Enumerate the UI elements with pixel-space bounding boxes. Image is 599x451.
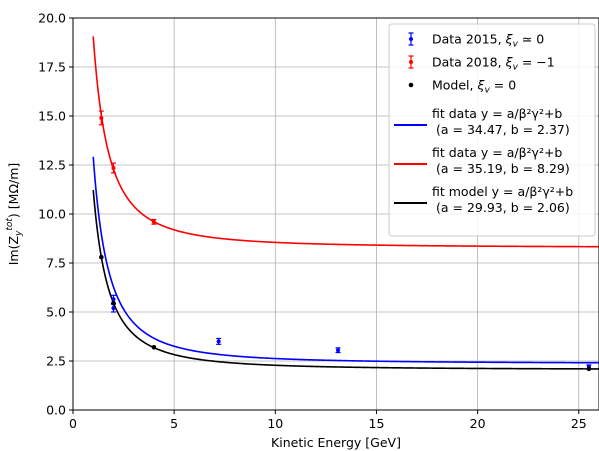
y-tick-label: 17.5 (38, 60, 66, 75)
legend-fit-params-2: (a = 29.93, b = 2.06) (436, 200, 570, 215)
model-point (151, 344, 157, 350)
data-point-0 (111, 297, 116, 302)
legend: Data 2015, ξv ≃ 0 Data 2018, ξv = −1 Model… (388, 23, 596, 237)
legend-marker (409, 60, 413, 64)
data-points (98, 110, 592, 372)
x-tick-label: 15 (369, 416, 385, 431)
fit-curve-0 (92, 156, 599, 364)
y-tick-label: 15.0 (38, 109, 66, 124)
fit-curve-1 (92, 36, 599, 248)
y-tick-label: 20.0 (38, 11, 66, 26)
axis-ticks: 0 5 10 15 20 25 0.0 2.5 5.0 7.5 10.0 12.5 15.0 17.5 20… (38, 11, 587, 432)
y-tick-label: 0.0 (46, 403, 66, 418)
data-point-0 (216, 339, 221, 344)
data-point-0 (111, 306, 116, 311)
legend-fit-params-1: (a = 35.19, b = 8.29) (436, 161, 570, 176)
data-point-1 (111, 165, 116, 170)
legend-marker (409, 37, 413, 41)
legend-fit-label-0: fit data y = a/β²γ²+b (432, 106, 562, 121)
legend-label-1: Data 2018, ξv = −1 (432, 55, 555, 73)
legend-fit-label-2: fit model y = a/β²γ²+b (432, 184, 573, 199)
y-axis-label: Im(Zytot) [MΩ/m] (5, 163, 24, 266)
data-point-1 (99, 115, 104, 120)
x-axis-label: Kinetic Energy [GeV] (271, 435, 401, 450)
model-point (586, 366, 592, 372)
y-tick-label: 12.5 (38, 158, 66, 173)
legend-label-0: Data 2015, ξv ≃ 0 (432, 32, 544, 50)
x-tick-label: 10 (267, 416, 283, 431)
data-point-1 (151, 219, 156, 224)
fit-curve-2 (92, 190, 599, 370)
legend-fit-label-1: fit data y = a/β²γ²+b (432, 145, 562, 160)
model-point (111, 300, 116, 306)
data-point-0 (336, 348, 341, 353)
legend-marker (408, 82, 414, 88)
x-tick-label: 20 (470, 416, 486, 431)
x-tick-label: 5 (170, 416, 178, 431)
y-tick-label: 10.0 (38, 207, 66, 222)
legend-fit-params-0: (a = 34.47, b = 2.37) (436, 122, 570, 137)
model-point (99, 254, 104, 260)
x-tick-label: 0 (69, 416, 77, 431)
fit-curves (92, 36, 599, 370)
x-tick-label: 25 (571, 416, 587, 431)
legend-box (388, 23, 596, 237)
legend-label-2: Model, ξv = 0 (432, 78, 516, 96)
y-tick-label: 5.0 (46, 305, 66, 320)
y-tick-label: 7.5 (46, 256, 66, 271)
y-tick-label: 2.5 (46, 354, 66, 369)
